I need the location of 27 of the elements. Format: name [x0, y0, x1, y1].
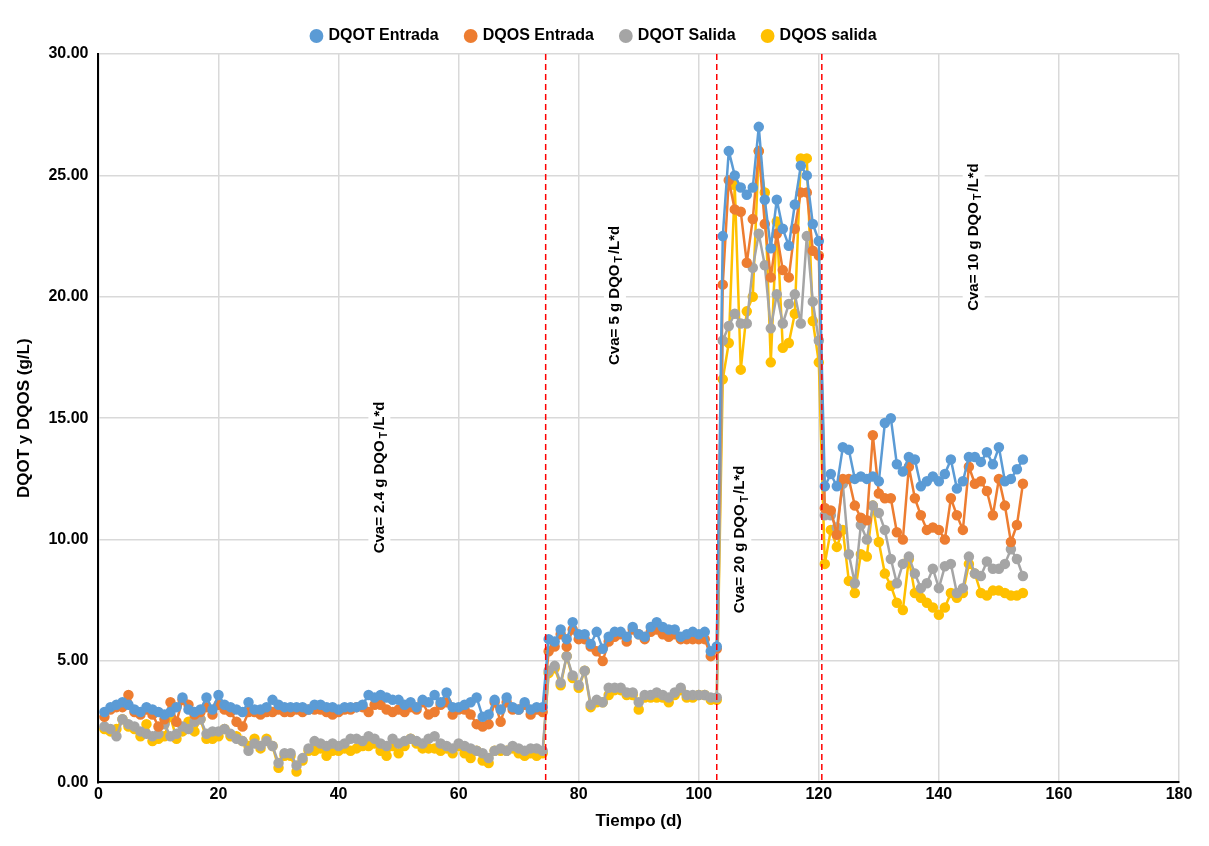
y-tick-label: 20.00	[48, 287, 89, 305]
y-tick-label: 15.00	[48, 408, 89, 426]
y-axis-title: DQOT y DQOS (g/L)	[13, 338, 33, 498]
x-tick-label: 40	[329, 785, 348, 803]
x-tick-label: 160	[1045, 785, 1073, 803]
y-tick-label: 5.00	[57, 651, 89, 669]
legend-label: DQOS salida	[779, 26, 877, 44]
x-tick-label: 60	[449, 785, 468, 803]
x-tick-label: 80	[569, 785, 588, 803]
legend-label: DQOS Entrada	[482, 26, 594, 44]
annotation: Cva= 2.4 g DQOT/L*d	[369, 401, 389, 554]
y-tick-label: 30.00	[48, 44, 89, 62]
annotation: Cva= 5 g DQOT/L*d	[605, 225, 625, 365]
x-tick-label: 180	[1165, 785, 1193, 803]
x-tick-label: 120	[805, 785, 833, 803]
y-tick-label: 0.00	[57, 772, 89, 790]
y-tick-label: 10.00	[48, 530, 89, 548]
annotation: Cva= 10 g DQOT/L*d	[963, 163, 984, 311]
legend-label: DQOT Entrada	[328, 26, 439, 44]
x-tick-label: 20	[209, 785, 228, 803]
annotation: Cva= 20 g DQOT/L*d	[730, 465, 750, 614]
x-tick-label: 140	[925, 785, 953, 803]
y-tick-label: 25.00	[48, 165, 89, 183]
legend-label: DQOT Salida	[637, 26, 736, 44]
x-tick-label: 0	[93, 785, 103, 803]
x-tick-label: 100	[685, 785, 713, 803]
x-axis-title: Tiempo (d)	[595, 811, 683, 831]
